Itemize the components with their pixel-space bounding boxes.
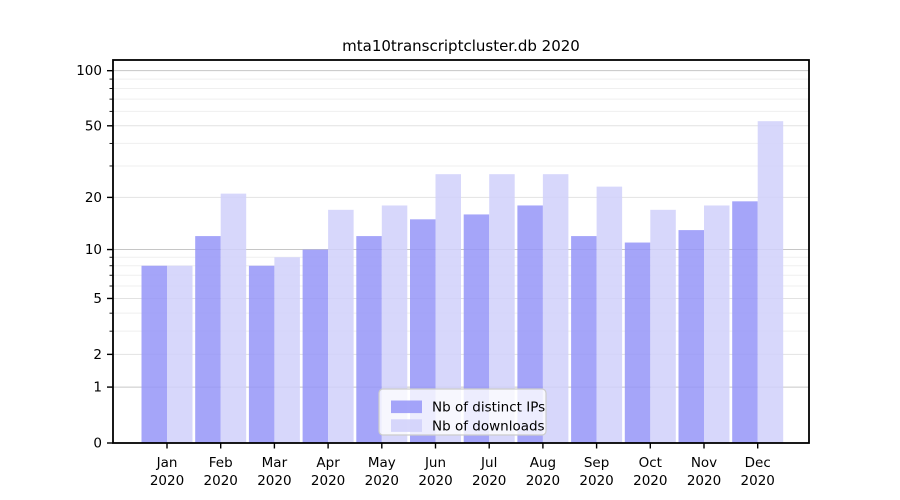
- legend-label-nb-of-distinct-ips: Nb of distinct IPs: [432, 400, 545, 416]
- bar-nov-nb-of-downloads: [704, 205, 730, 443]
- x-tick-label-jul: Jul 2020: [472, 455, 506, 489]
- x-tick-label-oct: Oct 2020: [633, 455, 667, 489]
- y-tick-label-5: 5: [93, 291, 102, 307]
- legend-swatch-nb-of-distinct-ips: [391, 400, 422, 414]
- bar-mar-nb-of-downloads: [274, 257, 300, 443]
- x-tick-label-may: May 2020: [365, 455, 399, 489]
- bar-aug-nb-of-downloads: [542, 174, 569, 443]
- bar-jan-nb-of-downloads: [167, 265, 193, 443]
- x-tick-label-mar: Mar 2020: [257, 455, 291, 489]
- y-tick-label-2: 2: [93, 347, 102, 363]
- bar-dec-nb-of-downloads: [757, 121, 784, 444]
- x-tick-label-aug: Aug 2020: [526, 455, 560, 489]
- bar-oct-nb-of-distinct-ips: [624, 242, 651, 443]
- x-tick-label-jan: Jan 2020: [150, 455, 184, 489]
- y-tick-label-50: 50: [85, 118, 102, 134]
- x-tick-label-sep: Sep 2020: [579, 455, 613, 489]
- bar-sep-nb-of-downloads: [596, 186, 623, 443]
- bar-mar-nb-of-distinct-ips: [248, 265, 275, 443]
- x-tick-label-nov: Nov 2020: [687, 455, 721, 489]
- y-tick-label-1: 1: [93, 380, 102, 396]
- bar-sep-nb-of-distinct-ips: [571, 236, 597, 443]
- bar-dec-nb-of-distinct-ips: [732, 201, 758, 443]
- bar-feb-nb-of-distinct-ips: [195, 236, 221, 443]
- legend-label-nb-of-downloads: Nb of downloads: [432, 418, 545, 434]
- y-tick-label-100: 100: [76, 63, 102, 79]
- bar-jan-nb-of-distinct-ips: [141, 265, 167, 443]
- y-tick-label-0: 0: [93, 436, 102, 452]
- y-tick-label-10: 10: [85, 242, 102, 258]
- bar-apr-nb-of-downloads: [328, 209, 354, 443]
- x-tick-label-dec: Dec 2020: [741, 455, 775, 489]
- plot-border: [112, 59, 810, 444]
- bar-nov-nb-of-distinct-ips: [678, 230, 704, 443]
- bar-oct-nb-of-downloads: [650, 209, 676, 443]
- x-tick-label-feb: Feb 2020: [204, 455, 238, 489]
- x-tick-label-apr: Apr 2020: [311, 455, 345, 489]
- bar-feb-nb-of-downloads: [220, 193, 247, 443]
- x-tick-label-jun: Jun 2020: [418, 455, 452, 489]
- legend-swatch-nb-of-downloads: [391, 419, 422, 432]
- bar-may-nb-of-distinct-ips: [356, 236, 382, 443]
- chart-title: mta10transcriptcluster.db 2020: [342, 37, 580, 55]
- bar-apr-nb-of-distinct-ips: [302, 249, 329, 443]
- y-tick-label-20: 20: [85, 190, 102, 206]
